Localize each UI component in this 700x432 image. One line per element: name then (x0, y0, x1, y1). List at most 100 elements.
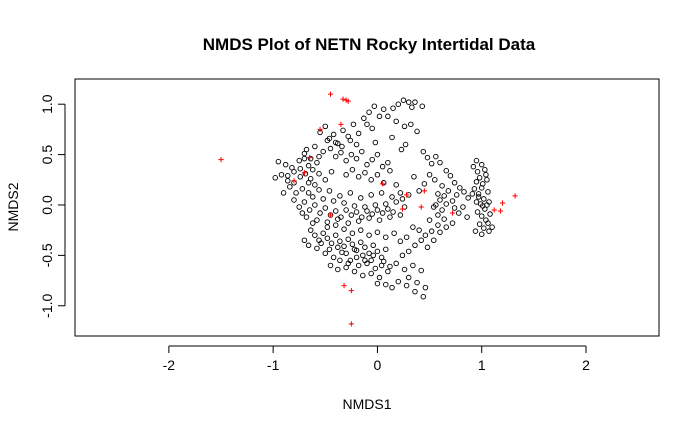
site-point (312, 232, 318, 238)
site-point (475, 191, 482, 197)
site-point (362, 204, 368, 210)
site-point (310, 194, 316, 200)
site-point (341, 243, 347, 250)
site-point (441, 193, 447, 199)
site-point (368, 270, 374, 277)
site-point (485, 189, 491, 195)
site-point (393, 199, 399, 205)
site-point (320, 196, 326, 202)
site-point (397, 238, 404, 245)
site-point (282, 161, 289, 168)
site-point (432, 177, 438, 183)
species-point (499, 200, 506, 206)
site-point (316, 170, 322, 177)
site-point (391, 230, 397, 236)
species-point (421, 188, 427, 194)
site-point (474, 209, 481, 215)
site-point (380, 106, 387, 112)
site-point (348, 212, 355, 218)
site-point (326, 246, 333, 253)
site-point (451, 205, 458, 211)
site-point (393, 182, 399, 188)
site-point (335, 216, 341, 222)
site-point (372, 265, 379, 272)
site-point (437, 229, 443, 235)
site-point (402, 141, 409, 148)
site-point (306, 207, 313, 213)
site-point (326, 188, 333, 194)
site-point (416, 227, 422, 233)
site-point (355, 262, 362, 269)
site-point (410, 224, 416, 230)
site-point (355, 174, 362, 180)
site-point (314, 217, 320, 223)
site-point (416, 188, 422, 194)
site-point (433, 153, 439, 160)
site-point (366, 250, 372, 257)
site-point (297, 174, 304, 180)
site-point (369, 156, 375, 163)
site-point (401, 123, 408, 130)
site-point (426, 171, 433, 178)
species-point (338, 121, 344, 127)
site-point (357, 227, 364, 233)
site-point (324, 235, 331, 241)
site-point (457, 185, 463, 191)
site-point (482, 166, 488, 173)
site-point (485, 220, 491, 226)
site-point (481, 196, 487, 202)
species-point (491, 207, 497, 213)
site-point (301, 199, 308, 205)
site-point (393, 260, 399, 267)
site-point (400, 97, 407, 103)
species-point (317, 126, 323, 132)
site-point (435, 212, 441, 218)
site-point (362, 257, 368, 264)
site-point (349, 230, 356, 236)
site-point (324, 137, 331, 144)
site-point (347, 190, 354, 196)
site-point (389, 134, 395, 141)
site-point (301, 150, 308, 157)
site-point (316, 187, 322, 193)
species-point (327, 212, 334, 218)
site-point (421, 181, 428, 187)
site-point (399, 252, 406, 259)
site-point (374, 171, 381, 178)
site-point (337, 193, 343, 199)
site-point (369, 125, 375, 132)
site-point (287, 184, 293, 190)
site-point (410, 262, 416, 269)
x-tick-label: 0 (374, 357, 382, 373)
site-point (437, 197, 443, 203)
site-point (424, 244, 431, 251)
site-point (385, 159, 391, 166)
site-point (383, 281, 389, 288)
site-point (464, 214, 470, 220)
site-point (473, 179, 480, 185)
site-point (476, 221, 483, 227)
y-tick-label: 0.0 (39, 195, 55, 215)
site-point (401, 266, 408, 273)
species-point (301, 170, 308, 176)
site-point (345, 236, 351, 242)
site-point (351, 203, 358, 209)
site-point (420, 148, 427, 155)
site-point (453, 192, 460, 198)
site-point (370, 242, 377, 249)
site-point (312, 202, 318, 208)
site-point (327, 145, 334, 152)
site-point (305, 180, 312, 186)
site-point (419, 103, 426, 109)
species-point (399, 206, 406, 212)
site-point (383, 246, 389, 253)
site-point (328, 240, 335, 247)
site-point (399, 196, 406, 202)
scatter-points-layer (218, 91, 518, 327)
site-point (420, 293, 427, 300)
species-point (345, 98, 351, 104)
site-point (433, 202, 439, 208)
site-point (320, 230, 326, 236)
site-point (383, 201, 389, 207)
site-point (360, 252, 366, 259)
